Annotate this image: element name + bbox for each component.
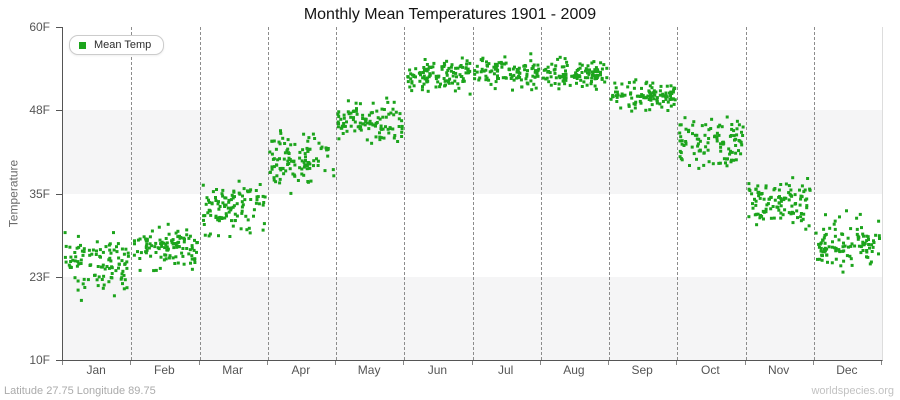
month-gridline [540,27,542,360]
x-tick-mark [745,361,746,365]
x-tick-mark [62,361,63,365]
month-gridline [677,27,679,360]
chart-title: Monthly Mean Temperatures 1901 - 2009 [303,6,597,23]
legend: Mean Temp [69,35,165,55]
x-tick-mark [540,361,541,365]
x-tick-label: Feb [154,363,175,377]
scatter-points-layer [63,52,881,302]
month-gridline [813,27,815,360]
x-tick-mark [199,361,200,365]
legend-marker-icon [79,41,86,49]
month-gridline [472,27,474,360]
plot-area: Mean Temp [62,27,883,361]
y-tick-label: 60F [29,20,50,34]
x-tick-label: Apr [291,363,311,377]
y-tick-label: 48F [29,103,50,118]
y-tick-mark [56,276,62,278]
x-tick-mark [335,361,336,365]
x-tick-label: Dec [836,363,858,377]
x-tick-label: Mar [222,363,243,377]
y-tick-mark [56,360,62,361]
y-tick-label: 23F [29,269,50,284]
x-tick-label: Sep [631,363,653,377]
y-tick-label: 10F [29,353,50,367]
y-tick-mark [56,193,62,195]
x-tick-mark [881,361,882,365]
y-tick-mark [56,110,62,112]
month-gridline [745,27,747,360]
x-tick-label: Nov [767,363,790,377]
x-tick-mark [403,361,404,365]
x-tick-mark [813,361,814,365]
coordinates-caption: Latitude 27.75 Longitude 89.75 [4,385,156,397]
x-tick-label: Aug [563,363,585,377]
y-tick-label: 35F [29,186,50,201]
x-tick-label: Oct [701,363,720,377]
x-tick-mark [676,361,677,365]
legend-label: Mean Temp [94,39,152,51]
month-gridline [609,27,610,360]
x-tick-mark [130,361,131,365]
x-tick-label: Jan [86,363,106,377]
month-gridline [336,27,337,360]
x-tick-mark [472,361,473,365]
x-tick-label: Jul [497,363,514,377]
month-gridline [199,27,201,360]
x-tick-mark [267,361,268,365]
x-tick-mark [608,361,609,365]
source-watermark: worldspecies.org [811,385,894,397]
y-tick-mark [56,27,62,28]
x-tick-label: Jun [427,363,448,377]
month-gridline [404,27,406,360]
x-tick-label: May [357,363,381,377]
month-gridline [131,27,133,360]
month-gridline [267,27,269,360]
